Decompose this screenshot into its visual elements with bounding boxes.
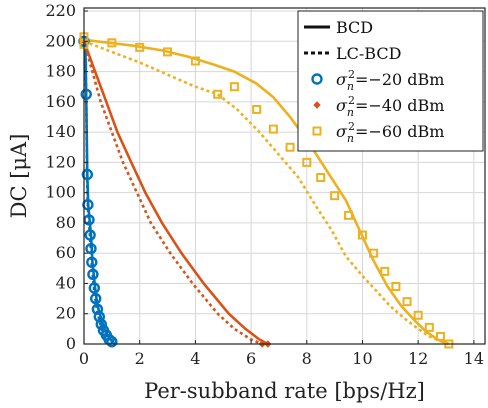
- x-tick-label: 0: [79, 349, 89, 368]
- blue-marker: [87, 268, 99, 281]
- ticks: 0 2 4 6 8 10 12 1402040608010012014016018020022…: [45, 1, 484, 368]
- blue-marker: [89, 292, 102, 305]
- subscript: n: [347, 106, 354, 119]
- sigma-symbol: σ: [336, 70, 348, 89]
- noise-value: =−20 dBm: [355, 70, 444, 89]
- y-tick-label: 100: [45, 183, 76, 202]
- noise-value: =−60 dBm: [355, 122, 444, 141]
- legend-label: σn2=−40 dBm: [336, 94, 444, 119]
- yellow-marker: [252, 104, 262, 114]
- y-tick-label: 120: [45, 152, 76, 171]
- sigma-symbol: σ: [336, 122, 348, 141]
- yellow-marker: [344, 210, 354, 220]
- superscript: 2: [348, 68, 355, 81]
- yellow-marker: [285, 142, 295, 152]
- blue-marker: [82, 199, 94, 211]
- legend-box: [297, 10, 484, 152]
- legend-label: LC-BCD: [336, 44, 401, 63]
- y-tick-label: 0: [66, 334, 76, 353]
- y-tick-label: 200: [45, 31, 76, 50]
- y-tick-label: 160: [45, 92, 76, 111]
- yellow-marker: [369, 248, 379, 258]
- yellow-marker: [330, 191, 340, 201]
- x-tick-label: 14: [464, 349, 484, 368]
- legend-marker: [313, 101, 321, 109]
- yellow-marker: [435, 331, 445, 341]
- blue-marker: [80, 88, 92, 100]
- blue-marker: [84, 229, 96, 241]
- series-line-3: [82, 40, 269, 346]
- yellow-marker: [268, 124, 278, 134]
- yellow-marker: [380, 266, 390, 276]
- yellow-marker: [302, 157, 312, 167]
- x-tick-label: 8: [302, 349, 312, 368]
- noise-value: =−40 dBm: [355, 96, 444, 115]
- yellow-marker: [163, 47, 173, 57]
- yellow-marker: [357, 230, 367, 240]
- y-tick-label: 20: [56, 304, 76, 323]
- yellow-marker: [213, 89, 223, 99]
- legend-marker: [311, 73, 323, 85]
- blue-marker: [81, 168, 94, 181]
- y-tick-label: 220: [45, 1, 76, 20]
- yellow-marker: [229, 82, 239, 92]
- subscript: n: [347, 80, 354, 93]
- yellow-marker: [402, 297, 412, 307]
- blue-marker: [86, 256, 98, 268]
- legend-label: σn2=−20 dBm: [336, 68, 444, 93]
- yellow-marker: [107, 38, 117, 48]
- blue-marker: [106, 336, 118, 348]
- yellow-marker: [135, 42, 145, 52]
- y-tick-label: 80: [56, 213, 76, 232]
- yellow-marker: [391, 281, 401, 291]
- sigma-symbol: σ: [336, 96, 348, 115]
- legend-label: σn2=−60 dBm: [336, 120, 444, 145]
- blue-marker: [88, 282, 101, 294]
- superscript: 2: [348, 120, 355, 133]
- yellow-marker: [190, 56, 200, 66]
- x-tick-label: 10: [352, 349, 372, 368]
- legend-marker: [312, 126, 322, 136]
- legend-label: BCD: [336, 18, 373, 37]
- yellow-marker: [316, 173, 326, 183]
- x-axis-label: Per-subband rate [bps/Hz]: [144, 379, 425, 403]
- x-tick-label: 12: [408, 349, 428, 368]
- y-tick-label: 40: [56, 273, 76, 292]
- blue-marker: [95, 318, 107, 331]
- blue-marker: [85, 242, 97, 255]
- series-line-4: [82, 40, 263, 346]
- yellow-marker: [413, 310, 423, 320]
- x-tick-label: 4: [190, 349, 200, 368]
- x-tick-label: 6: [246, 349, 256, 368]
- y-tick-label: 180: [45, 62, 76, 81]
- yellow-marker: [424, 322, 434, 332]
- subscript: n: [347, 132, 354, 145]
- superscript: 2: [348, 94, 355, 107]
- y-tick-label: 140: [45, 122, 76, 141]
- plot-frame: [83, 7, 486, 345]
- y-axis-label: DC [μA]: [7, 134, 31, 219]
- y-tick-label: 60: [56, 243, 76, 262]
- x-tick-label: 2: [135, 349, 145, 368]
